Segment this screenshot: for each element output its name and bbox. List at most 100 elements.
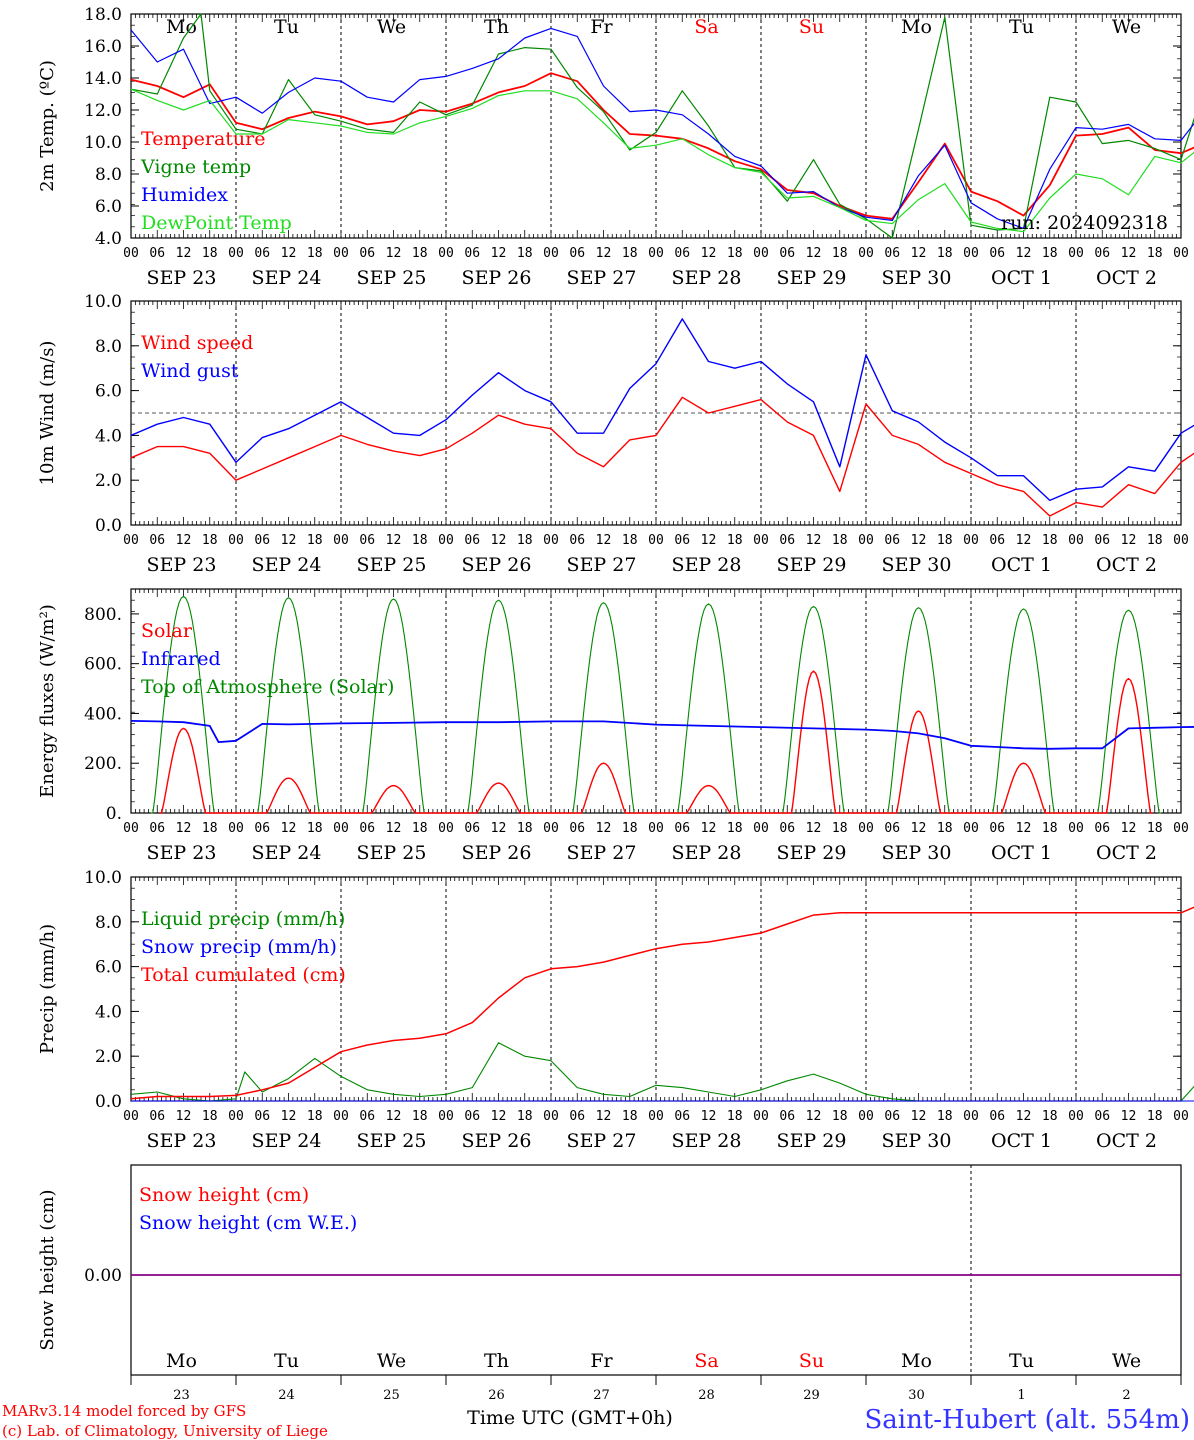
hour-tick-label: 18 — [307, 821, 323, 836]
hour-tick-label: 12 — [806, 821, 822, 836]
hour-tick-label: 06 — [569, 533, 585, 548]
hour-tick-label: 06 — [1094, 533, 1110, 548]
hour-tick-label: 06 — [254, 821, 270, 836]
weekday-label-bottom: Tu — [1009, 1350, 1034, 1372]
y-tick-label: 8.0 — [95, 165, 122, 185]
legend-entry: Liquid precip (mm/h) — [141, 908, 345, 930]
hour-tick-label: 12 — [281, 1109, 297, 1124]
legend-entry: Temperature — [141, 128, 265, 150]
date-label: OCT 2 — [1096, 842, 1157, 864]
hour-tick-label: 12 — [491, 533, 507, 548]
hour-tick-label: 18 — [1147, 533, 1163, 548]
y-tick-label: 18.0 — [84, 5, 122, 25]
hour-tick-label: 12 — [1016, 1109, 1032, 1124]
y-tick-label: 14.0 — [84, 69, 122, 89]
day-number-label: 27 — [593, 1388, 610, 1403]
lab-credit: (c) Lab. of Climatology, University of L… — [2, 1422, 328, 1440]
hour-tick-label: 00 — [963, 1109, 979, 1124]
hour-tick-label: 06 — [464, 1109, 480, 1124]
hour-tick-label: 12 — [911, 821, 927, 836]
y-tick-label: 10.0 — [84, 292, 122, 312]
date-label: OCT 1 — [991, 842, 1052, 864]
hour-tick-label: 06 — [254, 1109, 270, 1124]
hour-tick-label: 06 — [884, 821, 900, 836]
hour-tick-label: 06 — [674, 821, 690, 836]
hour-tick-label: 18 — [1042, 1109, 1058, 1124]
hour-tick-label: 12 — [281, 533, 297, 548]
station-name: Saint-Hubert (alt. 554m) — [864, 1405, 1190, 1435]
day-number-label: 1 — [1017, 1388, 1025, 1403]
hour-tick-label: 12 — [701, 533, 717, 548]
date-label: SEP 23 — [147, 267, 217, 289]
legend-entry: Humidex — [141, 184, 228, 206]
y-tick-label: 8.0 — [95, 913, 122, 933]
y-tick-label: 0.0 — [95, 1092, 122, 1112]
hour-tick-label: 00 — [123, 246, 139, 261]
hour-tick-label: 00 — [333, 1109, 349, 1124]
hour-tick-label: 00 — [543, 533, 559, 548]
hour-tick-label: 18 — [727, 821, 743, 836]
hour-tick-label: 06 — [1094, 1109, 1110, 1124]
hour-tick-label: 18 — [1042, 246, 1058, 261]
hour-tick-label: 00 — [1068, 533, 1084, 548]
series-line-solar — [159, 670, 1153, 814]
hour-tick-label: 06 — [989, 1109, 1005, 1124]
hour-tick-label: 12 — [281, 246, 297, 261]
date-label: OCT 2 — [1096, 267, 1157, 289]
x-axis-title: Time UTC (GMT+0h) — [467, 1407, 673, 1429]
hour-tick-label: 12 — [386, 821, 402, 836]
hour-tick-label: 12 — [176, 821, 192, 836]
hour-tick-label: 00 — [1173, 246, 1189, 261]
date-label: OCT 1 — [991, 267, 1052, 289]
model-credit: MARv3.14 model forced by GFS — [2, 1402, 246, 1420]
y-tick-label: 0.00 — [84, 1266, 122, 1286]
hour-tick-label: 00 — [438, 246, 454, 261]
hour-tick-label: 12 — [1121, 1109, 1137, 1124]
y-tick-label: 2.0 — [95, 1047, 122, 1067]
date-label: SEP 26 — [462, 1130, 532, 1152]
date-label: SEP 28 — [672, 554, 742, 576]
hour-tick-label: 18 — [307, 533, 323, 548]
y-tick-label: 200. — [84, 754, 122, 774]
weekday-label-bottom: Mo — [166, 1350, 197, 1372]
y-tick-label: 400. — [84, 704, 122, 724]
hour-tick-label: 00 — [753, 1109, 769, 1124]
y-tick-label: 6.0 — [95, 197, 122, 217]
weekday-label-top: Mo — [901, 16, 932, 38]
hour-tick-label: 18 — [727, 533, 743, 548]
series-line-infrared — [130, 720, 1194, 750]
day-number-label: 23 — [173, 1388, 190, 1403]
hour-tick-label: 18 — [412, 246, 428, 261]
panel-1 — [130, 13, 1182, 239]
hour-tick-label: 12 — [806, 533, 822, 548]
weekday-label-top: We — [377, 16, 406, 38]
hour-tick-label: 12 — [386, 246, 402, 261]
hour-tick-label: 06 — [989, 821, 1005, 836]
y-tick-label: 6.0 — [95, 382, 122, 402]
hour-tick-label: 00 — [858, 821, 874, 836]
hour-tick-label: 12 — [1121, 246, 1137, 261]
legend-entry: Top of Atmosphere (Solar) — [141, 676, 394, 698]
hour-tick-label: 12 — [701, 1109, 717, 1124]
date-label: SEP 26 — [462, 842, 532, 864]
y-tick-label: 16.0 — [84, 37, 122, 57]
hour-tick-label: 12 — [1016, 246, 1032, 261]
hour-tick-label: 18 — [202, 246, 218, 261]
day-number-label: 2 — [1122, 1388, 1130, 1403]
y-tick-label: 0. — [106, 804, 122, 824]
hour-tick-label: 12 — [596, 1109, 612, 1124]
hour-tick-label: 18 — [412, 1109, 428, 1124]
hour-tick-label: 06 — [359, 821, 375, 836]
hour-tick-label: 00 — [228, 821, 244, 836]
panel-3 — [130, 588, 1182, 814]
y-axis-label: 2m Temp. (ºC) — [37, 60, 58, 192]
hour-tick-label: 06 — [464, 533, 480, 548]
hour-tick-label: 00 — [1173, 821, 1189, 836]
y-tick-label: 600. — [84, 655, 122, 675]
hour-tick-label: 00 — [963, 533, 979, 548]
hour-tick-label: 18 — [832, 821, 848, 836]
hour-tick-label: 06 — [884, 1109, 900, 1124]
weekday-label-bottom: Th — [484, 1350, 509, 1372]
hour-tick-label: 06 — [464, 246, 480, 261]
hour-tick-label: 18 — [517, 1109, 533, 1124]
